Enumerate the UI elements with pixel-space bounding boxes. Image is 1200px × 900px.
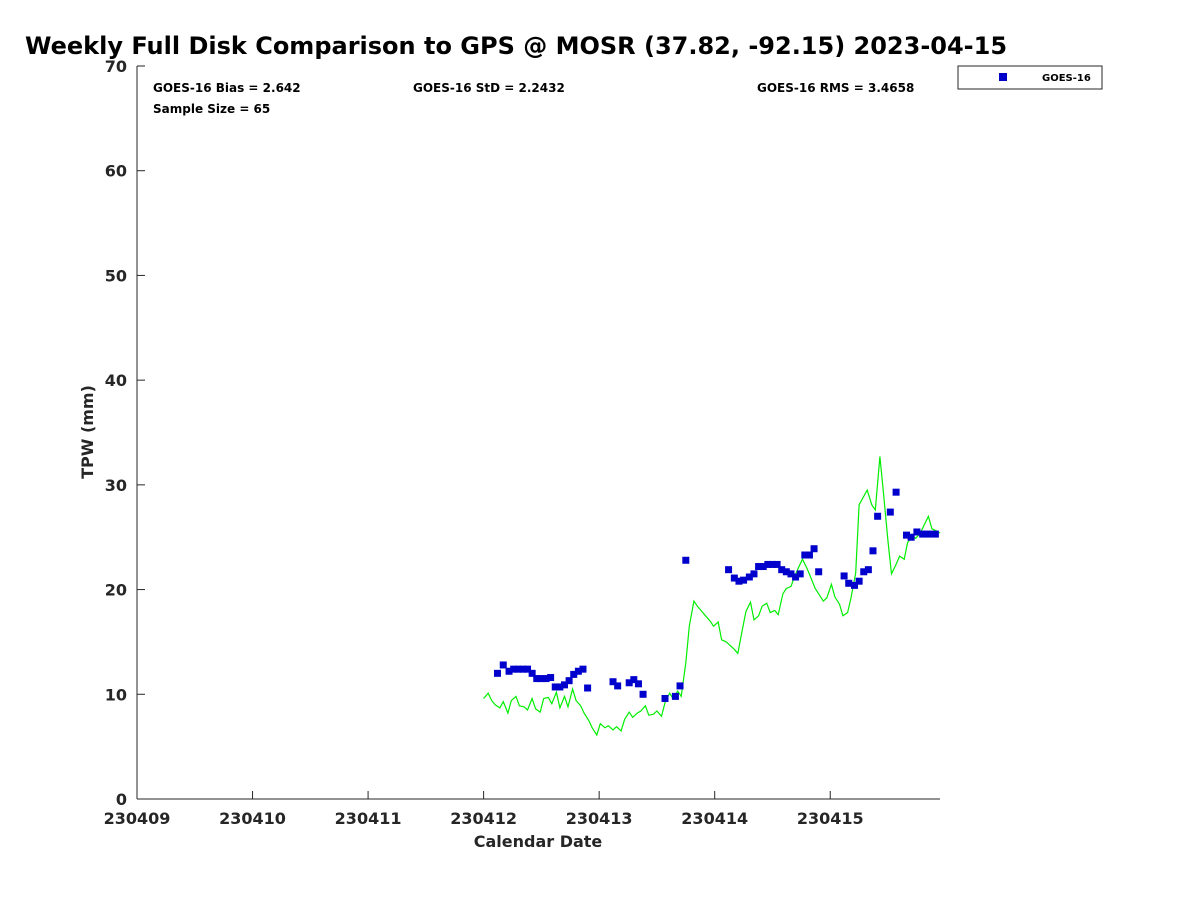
stat-sample-size: Sample Size = 65 bbox=[153, 102, 270, 116]
goes16-point bbox=[625, 679, 633, 687]
goes16-point bbox=[745, 573, 753, 581]
goes16-point bbox=[787, 570, 795, 578]
goes16-point bbox=[931, 530, 939, 538]
goes16-point bbox=[556, 683, 564, 691]
y-axis-label: TPW (mm) bbox=[78, 385, 97, 479]
x-tick-label: 230413 bbox=[566, 809, 633, 828]
y-tick-label: 30 bbox=[105, 476, 127, 495]
y-ticks: 0 10 20 30 40 50 60 70 bbox=[105, 57, 145, 809]
goes16-point bbox=[773, 560, 781, 568]
goes16-point bbox=[493, 669, 501, 677]
y-tick-label: 20 bbox=[105, 581, 127, 600]
goes16-point bbox=[560, 681, 568, 689]
goes16-point bbox=[750, 570, 758, 578]
goes16-point bbox=[782, 568, 790, 576]
goes16-point bbox=[499, 661, 507, 669]
goes16-point bbox=[892, 488, 900, 496]
goes16-point bbox=[505, 667, 513, 675]
plot-area bbox=[136, 66, 940, 800]
x-axis-label: Calendar Date bbox=[474, 832, 603, 851]
goes16-point bbox=[519, 665, 527, 673]
y-tick-label: 50 bbox=[105, 266, 127, 285]
goes16-point bbox=[514, 665, 522, 673]
x-tick-label: 230409 bbox=[104, 809, 171, 828]
goes16-point bbox=[796, 570, 804, 578]
goes16-point bbox=[759, 563, 767, 571]
goes16-point bbox=[614, 682, 622, 690]
x-tick-label: 230415 bbox=[797, 809, 864, 828]
stat-std: GOES-16 StD = 2.2432 bbox=[413, 81, 565, 95]
goes16-point bbox=[792, 573, 800, 581]
x-tick-label: 230410 bbox=[219, 809, 286, 828]
y-tick-label: 60 bbox=[105, 162, 127, 181]
x-tick-label: 230411 bbox=[335, 809, 402, 828]
goes16-point bbox=[634, 680, 642, 688]
goes16-point bbox=[764, 560, 772, 568]
goes16-point bbox=[547, 674, 555, 682]
legend: GOES-16 bbox=[957, 65, 1103, 90]
goes16-point bbox=[537, 675, 545, 683]
goes16-point bbox=[755, 563, 763, 571]
goes16-point bbox=[801, 551, 809, 559]
x-tick-label: 230414 bbox=[681, 809, 748, 828]
goes16-point bbox=[730, 574, 738, 582]
goes16-point bbox=[864, 566, 872, 574]
x-tick-label: 230412 bbox=[450, 809, 517, 828]
goes16-point bbox=[919, 530, 927, 538]
goes16-point bbox=[874, 512, 882, 520]
chart-title: Weekly Full Disk Comparison to GPS @ MOS… bbox=[25, 32, 1007, 60]
goes16-point bbox=[860, 568, 868, 576]
goes16-point bbox=[855, 577, 863, 585]
goes16-point bbox=[740, 576, 748, 584]
goes16-point bbox=[661, 694, 669, 702]
legend-label: GOES-16 bbox=[1042, 73, 1091, 84]
x-ticks: 230409 230410 230411 230412 230413 230414 2304… bbox=[104, 791, 864, 828]
goes16-point bbox=[805, 551, 813, 559]
goes16-point bbox=[924, 530, 932, 538]
goes16-point bbox=[778, 566, 786, 574]
goes16-point bbox=[902, 531, 910, 539]
goes16-point bbox=[845, 579, 853, 587]
series-layer bbox=[483, 456, 941, 737]
goes16-point bbox=[542, 675, 550, 683]
stat-bias: GOES-16 Bias = 2.642 bbox=[153, 81, 301, 95]
goes16-point bbox=[528, 669, 536, 677]
goes16-point bbox=[579, 665, 587, 673]
legend-marker bbox=[999, 73, 1007, 81]
y-tick-label: 70 bbox=[105, 57, 127, 76]
goes16-point bbox=[907, 533, 915, 541]
y-tick-label: 40 bbox=[105, 371, 127, 390]
goes16-point bbox=[574, 667, 582, 675]
legend-box bbox=[957, 65, 1103, 90]
goes16-point bbox=[565, 677, 573, 685]
goes16-point bbox=[768, 560, 776, 568]
goes16-point bbox=[584, 684, 592, 692]
goes16-point bbox=[570, 670, 578, 678]
goes16-point bbox=[671, 692, 679, 700]
goes16-point bbox=[725, 566, 733, 574]
gps-line bbox=[483, 456, 941, 737]
goes16-point bbox=[815, 568, 823, 576]
goes16-point bbox=[510, 665, 518, 673]
goes16-point bbox=[851, 581, 859, 589]
goes16-point bbox=[869, 547, 877, 555]
goes16-point bbox=[810, 545, 818, 553]
stat-rms: GOES-16 RMS = 3.4658 bbox=[757, 81, 914, 95]
goes16-point bbox=[682, 556, 690, 564]
goes16-point bbox=[609, 678, 617, 686]
y-tick-label: 10 bbox=[105, 685, 127, 704]
goes16-point bbox=[886, 508, 894, 516]
goes16-point bbox=[524, 665, 532, 673]
goes16-point bbox=[676, 682, 684, 690]
goes16-point bbox=[735, 577, 743, 585]
goes16-point bbox=[630, 676, 638, 684]
goes16-point bbox=[533, 675, 541, 683]
goes16-point bbox=[639, 690, 647, 698]
goes16-point bbox=[551, 683, 559, 691]
goes16-point bbox=[840, 572, 848, 580]
y-tick-label: 0 bbox=[116, 790, 127, 809]
goes16-point bbox=[913, 528, 921, 536]
